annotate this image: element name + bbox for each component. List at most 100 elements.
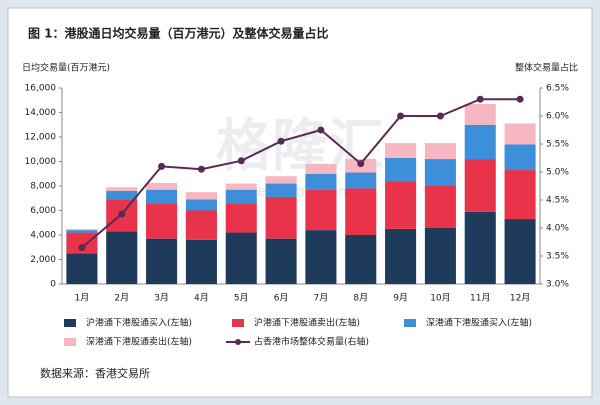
- bar-segment: [305, 163, 337, 174]
- bar-segment: [385, 181, 417, 229]
- line-marker: [317, 126, 325, 134]
- legend-label: 深港通下港股通买入(左轴): [426, 317, 532, 329]
- bar-segment: [464, 124, 496, 160]
- bar-segment: [66, 230, 98, 233]
- legend-swatch: [232, 319, 244, 327]
- y-tick-label: 8,000: [30, 182, 56, 192]
- legend-label: 沪港通下港股通卖出(左轴): [254, 317, 360, 329]
- bar-segment: [265, 197, 297, 239]
- bar-segment: [225, 189, 257, 204]
- bar-segment: [424, 227, 456, 284]
- bar-segment: [146, 182, 178, 190]
- bar-segment: [106, 190, 138, 200]
- bar-segment: [464, 159, 496, 212]
- bar-segment: [305, 173, 337, 190]
- x-tick-label: 8月: [353, 293, 368, 304]
- line-marker: [118, 210, 126, 218]
- y2-axis-label: 整体交易量占比: [515, 62, 578, 74]
- y-tick-label: 6,000: [30, 206, 56, 216]
- y2-tick-label: 4.0%: [546, 224, 569, 234]
- x-tick-label: 5月: [234, 293, 249, 304]
- bar-segment: [146, 203, 178, 239]
- line-marker: [237, 157, 245, 165]
- bar-segment: [225, 183, 257, 190]
- legend-swatch: [64, 338, 76, 346]
- bar-segment: [385, 228, 417, 284]
- bar-segment: [504, 170, 536, 220]
- bar-segment: [225, 232, 257, 284]
- y-tick-label: 0: [50, 280, 56, 290]
- line-marker: [397, 112, 405, 120]
- y2-tick-label: 3.5%: [546, 252, 569, 262]
- bar-segment: [265, 238, 297, 284]
- bar-segment: [185, 210, 217, 240]
- bar-segment: [345, 172, 377, 189]
- bar-segment: [424, 143, 456, 160]
- line-marker: [277, 137, 285, 145]
- bar-segment: [106, 231, 138, 284]
- bar-segment: [385, 157, 417, 182]
- line-marker: [78, 244, 86, 252]
- y2-tick-label: 3.0%: [546, 280, 569, 290]
- bar-segment: [424, 186, 456, 228]
- legend-label: 沪港通下港股通买入(左轴): [86, 317, 192, 329]
- bar-segment: [424, 159, 456, 186]
- y-tick-label: 4,000: [30, 231, 56, 241]
- bar-segment: [504, 144, 536, 171]
- chart-title: 图 1：港股通日均交易量（百万港元）及整体交易量占比: [28, 26, 329, 41]
- x-tick-label: 6月: [274, 293, 289, 304]
- legend-marker: [235, 339, 241, 345]
- bar-segment: [504, 219, 536, 284]
- bar-segment: [464, 103, 496, 125]
- bar-segment: [66, 228, 98, 231]
- y-tick-label: 2,000: [30, 255, 56, 265]
- x-tick-label: 12月: [510, 293, 530, 304]
- bar-segment: [265, 176, 297, 184]
- bar-segment: [464, 211, 496, 284]
- legend-label: 深港通下港股通卖出(左轴): [86, 336, 192, 348]
- bar-segment: [225, 203, 257, 233]
- bar-segment: [345, 235, 377, 284]
- bar-segment: [265, 183, 297, 198]
- legend-label: 占香港市场整体交易量(右轴): [254, 336, 369, 348]
- x-tick-label: 7月: [314, 293, 329, 304]
- x-tick-label: 10月: [430, 293, 450, 304]
- y2-tick-label: 5.5%: [546, 140, 569, 150]
- y-tick-label: 10,000: [25, 157, 57, 167]
- x-tick-label: 9月: [393, 293, 408, 304]
- y2-tick-label: 5.0%: [546, 168, 569, 178]
- bar-segment: [66, 232, 98, 254]
- source: 数据来源：香港交易所: [40, 366, 150, 380]
- legend-swatch: [64, 319, 76, 327]
- line: [81, 98, 521, 249]
- bar-segment: [305, 230, 337, 284]
- y-axis-label: 日均交易量(百万港元): [22, 62, 110, 74]
- bar-segment: [185, 199, 217, 211]
- bar-segment: [146, 189, 178, 204]
- line-marker: [158, 162, 166, 170]
- bar-segment: [106, 187, 138, 191]
- bar-segment: [185, 239, 217, 284]
- y-tick-label: 16,000: [25, 84, 57, 94]
- y-tick-label: 12,000: [25, 133, 57, 143]
- x-tick-label: 11月: [470, 293, 490, 304]
- bar-segment: [146, 238, 178, 284]
- x-tick-label: 2月: [114, 293, 129, 304]
- x-tick-label: 1月: [75, 293, 90, 304]
- x-tick-label: 4月: [194, 293, 209, 304]
- bar-segment: [504, 123, 536, 145]
- y2-tick-label: 6.5%: [546, 84, 569, 94]
- legend-swatch: [404, 319, 416, 327]
- bar-segment: [305, 189, 337, 231]
- line-marker: [436, 112, 444, 120]
- line-marker: [357, 160, 365, 168]
- x-tick-label: 3月: [154, 293, 169, 304]
- y-tick-label: 14,000: [25, 108, 57, 118]
- line-marker: [197, 165, 205, 173]
- bar-segment: [385, 143, 417, 158]
- line-marker: [516, 95, 524, 103]
- bar-segment: [185, 192, 217, 200]
- y2-tick-label: 6.0%: [546, 112, 569, 122]
